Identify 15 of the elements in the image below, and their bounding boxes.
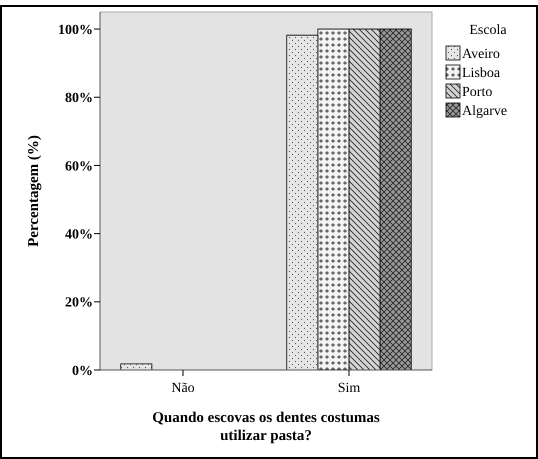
y-tick-label: 100% — [58, 22, 93, 38]
legend-title: Escola — [469, 23, 508, 38]
legend-label: Porto — [462, 85, 492, 100]
y-axis-title: Percentagem (%) — [26, 135, 42, 247]
y-tick-label: 0% — [72, 364, 93, 379]
legend-label: Algarve — [462, 104, 508, 119]
y-tick-label: 60% — [65, 159, 93, 174]
legend-label: Lisboa — [462, 66, 501, 81]
x-tick-label: Não — [171, 381, 195, 396]
x-tick-label: Sim — [338, 381, 360, 396]
x-axis-title: Quando escovas os dentes costumas utilizar pasta? — [152, 410, 380, 444]
legend-label: Aveiro — [462, 47, 500, 62]
y-tick-label: 20% — [65, 296, 93, 311]
y-tick-label: 80% — [65, 91, 93, 106]
y-tick-label: 40% — [65, 228, 93, 243]
